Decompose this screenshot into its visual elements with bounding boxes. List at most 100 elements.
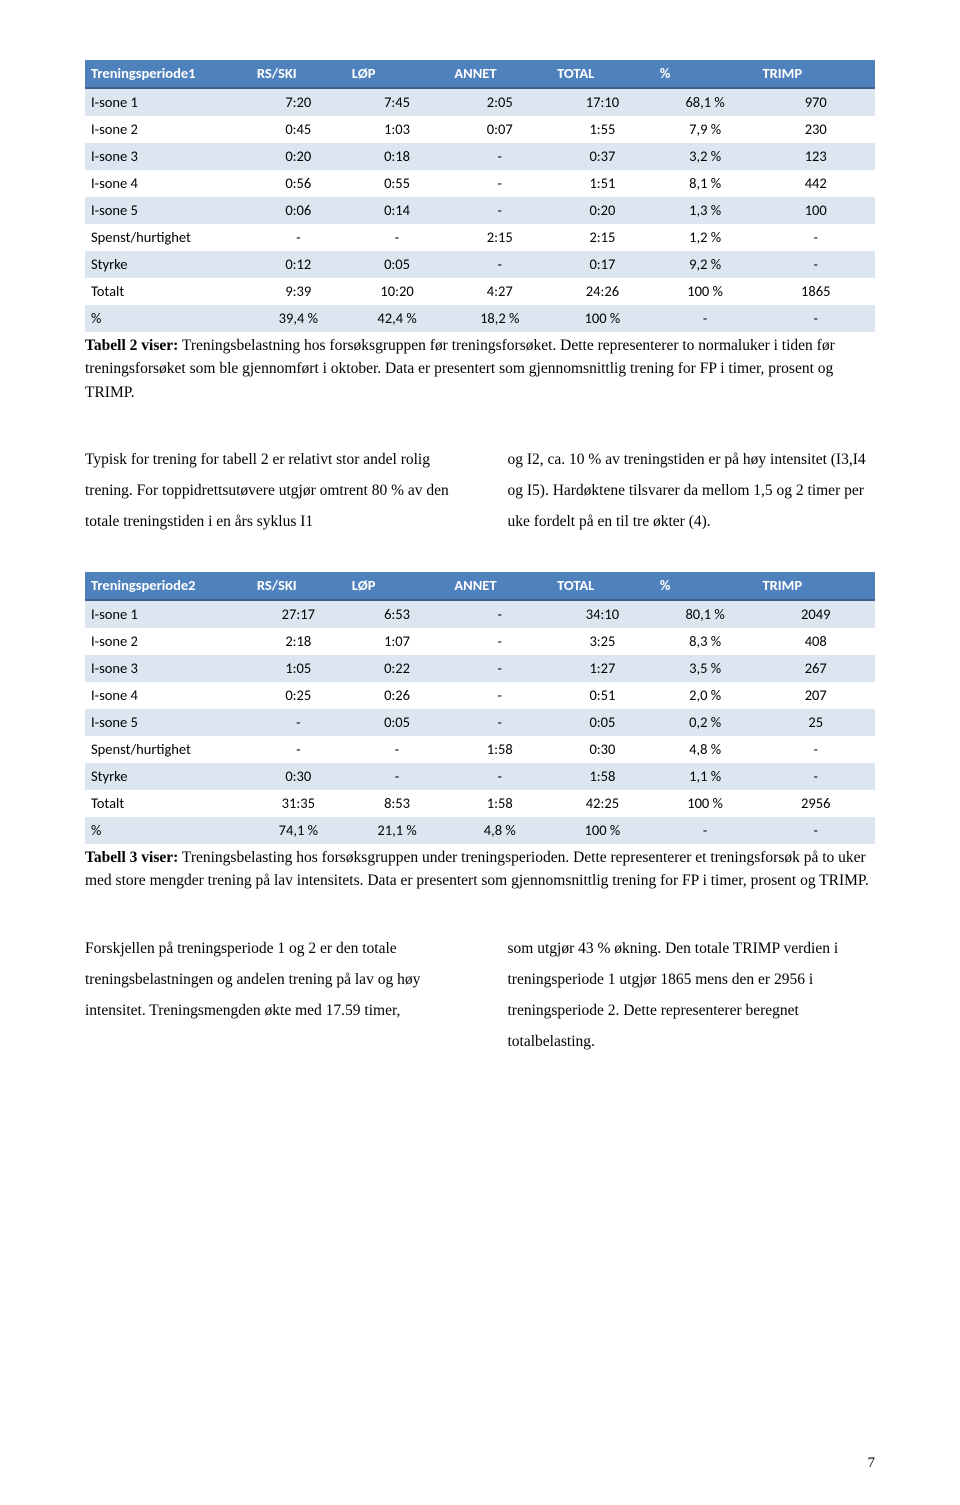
table-cell: 2956 [756, 790, 875, 817]
table-cell: 9:39 [251, 278, 346, 305]
table-cell: I-sone 5 [85, 197, 251, 224]
table-2-container: Treningsperiode2RS/SKILØPANNETTOTAL%TRIM… [85, 572, 875, 844]
table-cell: 68,1 % [654, 88, 757, 116]
table-cell: 7:20 [251, 88, 346, 116]
table-cell: 2:05 [448, 88, 551, 116]
table-cell: 408 [756, 628, 875, 655]
table-cell: 0:22 [346, 655, 449, 682]
table-row: I-sone 17:207:452:0517:1068,1 %970 [85, 88, 875, 116]
table-cell: % [85, 305, 251, 332]
table-cell: 0:05 [346, 709, 449, 736]
table-cell: 3:25 [551, 628, 654, 655]
table-cell: - [346, 224, 449, 251]
table-cell: 10:20 [346, 278, 449, 305]
table-cell: - [448, 763, 551, 790]
table-cell: - [448, 251, 551, 278]
table-row: I-sone 5-0:05-0:050,2 %25 [85, 709, 875, 736]
table-cell: 0:25 [251, 682, 346, 709]
column-header: LØP [346, 572, 449, 600]
table-cell: 100 % [654, 278, 757, 305]
column-header: TOTAL [551, 572, 654, 600]
column-header: TRIMP [756, 60, 875, 88]
table-cell: 74,1 % [251, 817, 346, 844]
table-cell: 0:51 [551, 682, 654, 709]
column-header: % [654, 60, 757, 88]
table-row: Spenst/hurtighet--2:152:151,2 %- [85, 224, 875, 251]
table-cell: - [346, 763, 449, 790]
paragraph-block-1: Typisk for trening for tabell 2 er relat… [85, 444, 875, 537]
table-cell: 0:56 [251, 170, 346, 197]
table-row: I-sone 31:050:22-1:273,5 %267 [85, 655, 875, 682]
table-1-caption: Tabell 2 viser: Treningsbelastning hos f… [85, 334, 875, 404]
table-cell: - [756, 817, 875, 844]
table-cell: 39,4 % [251, 305, 346, 332]
table-cell: 1,3 % [654, 197, 757, 224]
table-cell: 1:07 [346, 628, 449, 655]
table-row: %74,1 %21,1 %4,8 %100 %-- [85, 817, 875, 844]
table-row: I-sone 22:181:07-3:258,3 %408 [85, 628, 875, 655]
table-row: I-sone 40:560:55-1:518,1 %442 [85, 170, 875, 197]
table-cell: 4,8 % [654, 736, 757, 763]
table-cell: 0,2 % [654, 709, 757, 736]
table-cell: 2049 [756, 600, 875, 628]
table-cell: 0:20 [551, 197, 654, 224]
table-cell: 0:37 [551, 143, 654, 170]
table-cell: I-sone 1 [85, 88, 251, 116]
table-cell: I-sone 1 [85, 600, 251, 628]
table-cell: 0:14 [346, 197, 449, 224]
table-cell: - [448, 143, 551, 170]
page-number: 7 [868, 1453, 876, 1475]
table-cell: 8:53 [346, 790, 449, 817]
table-cell: 80,1 % [654, 600, 757, 628]
table-cell: 17:10 [551, 88, 654, 116]
table-cell: % [85, 817, 251, 844]
table-cell: I-sone 2 [85, 116, 251, 143]
table-cell: Totalt [85, 278, 251, 305]
table-cell: 21,1 % [346, 817, 449, 844]
table-cell: 7:45 [346, 88, 449, 116]
table-cell: 123 [756, 143, 875, 170]
table-cell: - [251, 224, 346, 251]
column-header: % [654, 572, 757, 600]
table-row: Totalt9:3910:204:2724:26100 %1865 [85, 278, 875, 305]
table-cell: I-sone 4 [85, 682, 251, 709]
table-cell: I-sone 3 [85, 143, 251, 170]
table-cell: 0:26 [346, 682, 449, 709]
table-cell: - [448, 655, 551, 682]
table-cell: I-sone 2 [85, 628, 251, 655]
column-header: TOTAL [551, 60, 654, 88]
paragraph-block-2: Forskjellen på treningsperiode 1 og 2 er… [85, 933, 875, 1057]
table-cell: Spenst/hurtighet [85, 224, 251, 251]
para1-right: og I2, ca. 10 % av treningstiden er på h… [508, 444, 876, 537]
table-cell: 1:27 [551, 655, 654, 682]
table-cell: 0:05 [551, 709, 654, 736]
table-cell: 8,1 % [654, 170, 757, 197]
table-cell: Styrke [85, 763, 251, 790]
table-cell: 230 [756, 116, 875, 143]
table-row: I-sone 50:060:14-0:201,3 %100 [85, 197, 875, 224]
caption-2-label: Tabell 3 viser: [85, 849, 178, 866]
table-1-container: Treningsperiode1RS/SKILØPANNETTOTAL%TRIM… [85, 60, 875, 332]
table-row: I-sone 40:250:26-0:512,0 %207 [85, 682, 875, 709]
table-cell: 24:26 [551, 278, 654, 305]
table-cell: - [756, 305, 875, 332]
table-cell: - [448, 600, 551, 628]
table-cell: 3,2 % [654, 143, 757, 170]
column-header: ANNET [448, 60, 551, 88]
column-header: TRIMP [756, 572, 875, 600]
para1-left: Typisk for trening for tabell 2 er relat… [85, 444, 453, 537]
table-cell: 0:07 [448, 116, 551, 143]
table-cell: - [448, 628, 551, 655]
table-cell: 0:06 [251, 197, 346, 224]
table-cell: Totalt [85, 790, 251, 817]
caption-2-text: Treningsbelasting hos forsøksgruppen und… [85, 849, 869, 889]
table-row: I-sone 127:176:53-34:1080,1 %2049 [85, 600, 875, 628]
table-2-caption: Tabell 3 viser: Treningsbelasting hos fo… [85, 846, 875, 893]
table-cell: I-sone 3 [85, 655, 251, 682]
table-cell: 1:55 [551, 116, 654, 143]
table-cell: 2:15 [551, 224, 654, 251]
table-cell: 6:53 [346, 600, 449, 628]
table-cell: - [448, 709, 551, 736]
table-cell: 207 [756, 682, 875, 709]
table-cell: 3,5 % [654, 655, 757, 682]
